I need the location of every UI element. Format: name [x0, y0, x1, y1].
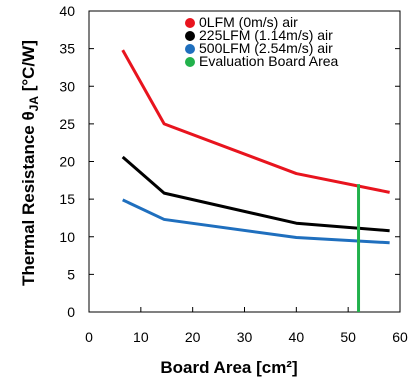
series-line-2	[122, 198, 390, 245]
series-line-1	[121, 155, 390, 233]
legend-label: Evaluation Board Area	[199, 53, 339, 69]
series-layer	[121, 49, 390, 312]
x-tick-label: 20	[185, 329, 201, 345]
y-tick-label: 20	[59, 154, 75, 170]
y-axis-title: Thermal Resistance θJA [°C/W]	[19, 40, 41, 286]
y-tick-label: 0	[67, 304, 75, 320]
x-axis-title: Board Area [cm²]	[160, 358, 297, 377]
x-tick-label: 40	[289, 329, 305, 345]
legend-marker	[185, 31, 195, 41]
series-line-0	[121, 49, 390, 194]
y-tick-label: 25	[59, 116, 75, 132]
legend-label: 0LFM (0m/s) air	[199, 14, 298, 30]
x-tick-label: 0	[85, 329, 93, 345]
legend-marker	[185, 57, 195, 67]
y-tick-label: 5	[67, 266, 75, 282]
x-axis-ticks: 0 10 20 30 40 50 60	[85, 307, 408, 345]
x-tick-label: 50	[340, 329, 356, 345]
y-axis-ticks: 0 5 10 15 20 25 30 35 40	[59, 3, 400, 320]
y-tick-label: 10	[59, 229, 75, 245]
y-tick-label: 30	[59, 78, 75, 94]
legend-marker	[185, 44, 195, 54]
x-tick-label: 60	[392, 329, 408, 345]
y-tick-label: 35	[59, 41, 75, 57]
x-tick-label: 10	[133, 329, 149, 345]
y-tick-label: 40	[59, 3, 75, 19]
y-tick-label: 15	[59, 191, 75, 207]
x-tick-label: 30	[237, 329, 253, 345]
legend-label: 500LFM (2.54m/s) air	[199, 40, 333, 56]
legend-marker	[185, 18, 195, 28]
legend-label: 225LFM (1.14m/s) air	[199, 27, 333, 43]
